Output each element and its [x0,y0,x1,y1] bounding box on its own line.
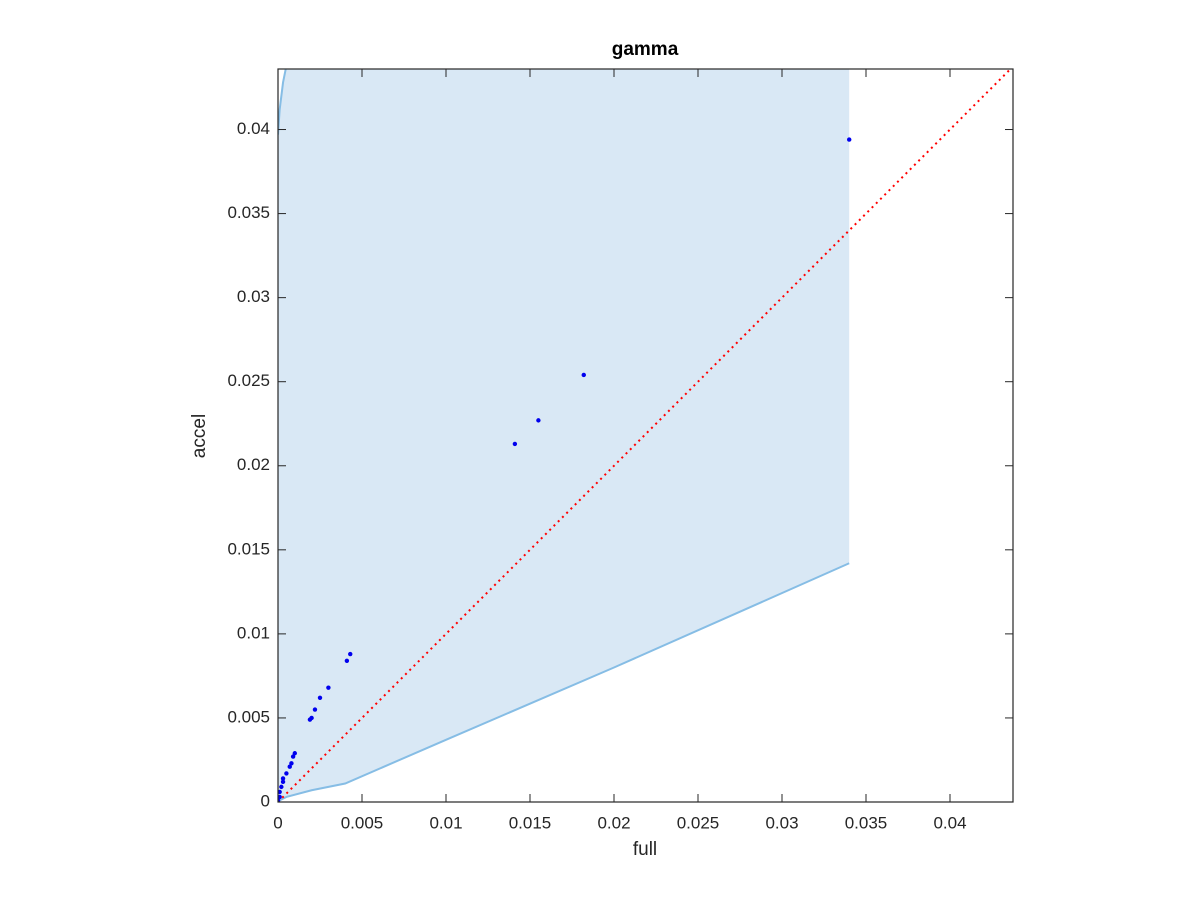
y-tick-label: 0.035 [227,203,270,222]
x-tick-label: 0.01 [429,813,462,832]
y-tick-label: 0.01 [237,623,270,642]
x-axis-label: full [633,839,657,860]
y-tick-label: 0.02 [237,455,270,474]
x-tick-label: 0.03 [765,813,798,832]
data-point [289,761,294,766]
data-point [307,717,313,722]
x-tick-label: 0.035 [845,813,888,832]
x-tick-label: 0 [273,813,282,832]
y-axis-label: accel [189,414,210,458]
band-upper-edge [278,69,287,135]
data-point [536,418,541,423]
y-tick-label: 0.025 [227,371,270,390]
y-tick-label: 0.04 [237,119,270,138]
data-point [292,751,297,756]
data-point [326,685,331,690]
x-tick-label: 0.04 [933,813,966,832]
data-point [279,784,284,790]
data-point [284,771,289,776]
y-tick-label: 0.03 [237,287,270,306]
band-lower-edge [278,562,850,802]
data-point [278,794,282,800]
x-tick-label: 0.015 [509,813,552,832]
data-point [847,137,852,142]
x-tick-label: 0.025 [677,813,720,832]
y-tick-label: 0.005 [227,707,270,726]
data-point [344,658,350,663]
data-point [512,441,518,447]
data-point [287,764,292,769]
data-point [312,707,318,712]
x-tick-label: 0.005 [341,813,384,832]
data-point [348,651,353,657]
data-point [278,789,282,795]
data-point [581,372,586,378]
x-tick-label: 0.02 [597,813,630,832]
y-tick-label: 0.015 [227,539,270,558]
data-point [280,776,286,781]
confidence-band [278,69,850,802]
chart-title: gamma [612,39,679,60]
data-point [280,779,286,785]
data-point [317,695,323,700]
data-point [290,754,296,759]
plot-area [278,69,1012,802]
y-tick-label: 0 [261,791,270,810]
axes-box [277,68,1014,803]
